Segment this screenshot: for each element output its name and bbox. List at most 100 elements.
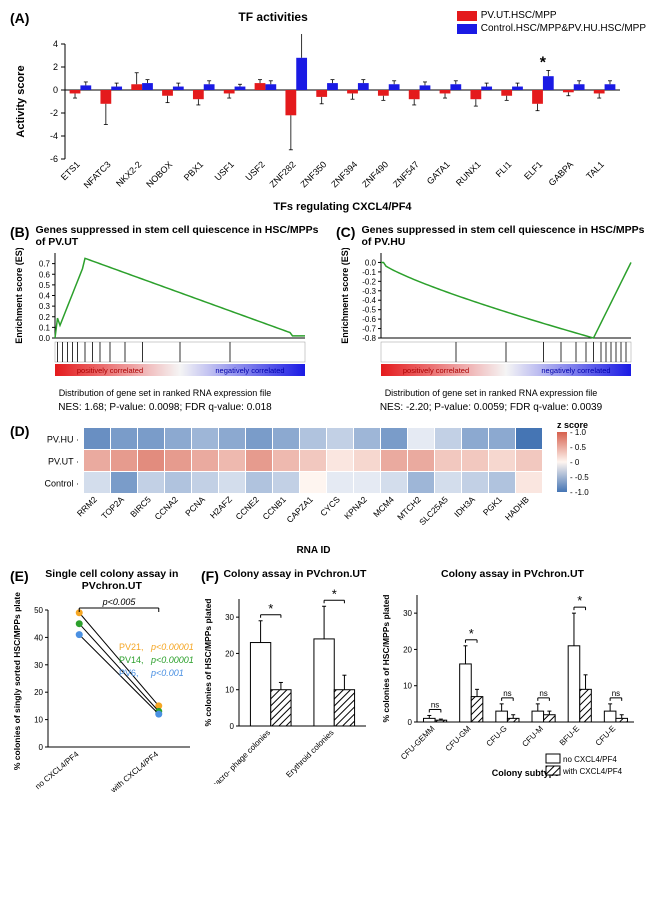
panel-e-label: (E) xyxy=(10,568,29,592)
svg-text:IDH3A: IDH3A xyxy=(453,494,478,519)
svg-text:TFs regulating CXCL4/PF4: TFs regulating CXCL4/PF4 xyxy=(273,201,412,213)
svg-text:USF2: USF2 xyxy=(243,159,266,182)
svg-text:RRM2: RRM2 xyxy=(75,494,99,518)
svg-text:% colonies of singly sorted HS: % colonies of singly sorted HSC/MPPs pla… xyxy=(12,592,22,770)
svg-text:ZNF547: ZNF547 xyxy=(391,159,421,189)
svg-text:0: 0 xyxy=(408,718,413,727)
svg-text:CCNE2: CCNE2 xyxy=(234,494,262,522)
svg-text:-0.3: -0.3 xyxy=(362,287,376,296)
panel-b-label: (B) xyxy=(10,224,29,248)
svg-text:ns: ns xyxy=(431,700,439,709)
panel-f1-title: Colony assay in PVchron.UT xyxy=(219,568,371,584)
svg-text:CYCS: CYCS xyxy=(319,494,343,518)
svg-text:TOP2A: TOP2A xyxy=(100,494,127,521)
panel-c-stats: NES: -2.20; P-value: 0.0059; FDR q-value… xyxy=(336,402,646,413)
svg-text:CCNA2: CCNA2 xyxy=(153,494,181,522)
panel-e-title: Single cell colony assay in PVchron.UT xyxy=(29,568,195,592)
svg-text:-0.4: -0.4 xyxy=(362,296,376,305)
gsea-plot-b: 0.00.10.20.30.40.50.60.7positively corre… xyxy=(10,248,310,388)
svg-text:CFU-G: CFU-G xyxy=(485,724,509,748)
svg-text:10: 10 xyxy=(403,682,412,691)
svg-text:-2: -2 xyxy=(50,108,58,118)
svg-text:-0.8: -0.8 xyxy=(362,334,376,343)
svg-text:-0.1: -0.1 xyxy=(362,268,376,277)
svg-text:20: 20 xyxy=(34,688,43,697)
svg-text:ELF1: ELF1 xyxy=(522,159,544,181)
svg-text:PV.HU ·: PV.HU · xyxy=(47,434,79,444)
panel-c-label: (C) xyxy=(336,224,355,248)
svg-text:p<0.00001: p<0.00001 xyxy=(150,655,194,665)
svg-text:USF1: USF1 xyxy=(213,159,236,182)
svg-text:BIRC5: BIRC5 xyxy=(129,494,154,519)
svg-text:- 1.0: - 1.0 xyxy=(570,428,587,437)
panel-a-title: TF activities xyxy=(89,10,456,24)
svg-text:40: 40 xyxy=(34,633,43,642)
legend-swatch-blue xyxy=(457,24,477,34)
svg-text:PV6,: PV6, xyxy=(119,668,139,678)
svg-text:10: 10 xyxy=(225,686,234,695)
svg-text:GATA1: GATA1 xyxy=(425,159,452,186)
panel-a-label: (A) xyxy=(10,10,29,26)
svg-text:20: 20 xyxy=(403,645,412,654)
panel-f-label: (F) xyxy=(201,568,219,584)
panel-c-title: Genes suppressed in stem cell quiescence… xyxy=(361,224,646,248)
svg-text:positively correlated: positively correlated xyxy=(77,366,143,375)
svg-text:*: * xyxy=(332,586,337,601)
svg-text:SLC25A5: SLC25A5 xyxy=(418,494,451,527)
panel-b-title: Genes suppressed in stem cell quiescence… xyxy=(35,224,320,248)
svg-text:*: * xyxy=(540,54,547,71)
svg-text:ETS1: ETS1 xyxy=(59,159,82,182)
tf-activities-chart: -6-4-2024ETS1NFATC3NKX2-2NOBOXPBX1USF1US… xyxy=(10,34,630,214)
svg-text:negatively correlated: negatively correlated xyxy=(541,366,610,375)
panel-c-dist-label: Distribution of gene set in ranked RNA e… xyxy=(336,388,646,398)
svg-text:- 0.5: - 0.5 xyxy=(570,443,587,452)
svg-text:Control ·: Control · xyxy=(45,478,80,488)
svg-text:PBX1: PBX1 xyxy=(182,159,205,182)
svg-text:no CXCL4/PF4: no CXCL4/PF4 xyxy=(34,749,81,791)
svg-text:CFU-GM: CFU-GM xyxy=(444,724,473,753)
svg-text:Enrichment score (ES): Enrichment score (ES) xyxy=(14,248,24,344)
svg-text:p<0.00001: p<0.00001 xyxy=(150,642,194,652)
svg-text:NFATC3: NFATC3 xyxy=(82,159,113,190)
svg-text:0.1: 0.1 xyxy=(39,323,51,332)
svg-text:50: 50 xyxy=(34,606,43,615)
svg-text:CAPZA1: CAPZA1 xyxy=(285,494,316,525)
svg-text:0.0: 0.0 xyxy=(365,258,377,267)
svg-text:ZNF394: ZNF394 xyxy=(329,159,359,189)
svg-text:30: 30 xyxy=(34,661,43,670)
svg-text:% colonies of HSC/MPPs plated: % colonies of HSC/MPPs plated xyxy=(381,595,391,723)
svg-text:PV.UT ·: PV.UT · xyxy=(48,456,79,466)
panel-f: (F) Colony assay in PVchron.UT 0102030*G… xyxy=(201,568,646,792)
svg-text:% colonies of HSC/MPPs plated: % colonies of HSC/MPPs plated xyxy=(203,599,213,727)
svg-text:KPNA2: KPNA2 xyxy=(343,494,370,521)
gsea-plot-c: -0.8-0.7-0.6-0.5-0.4-0.3-0.2-0.10.0posit… xyxy=(336,248,636,388)
svg-text:4: 4 xyxy=(53,39,58,49)
panel-b-stats: NES: 1.68; P-value: 0.0098; FDR q-value:… xyxy=(10,402,320,413)
svg-text:p<0.001: p<0.001 xyxy=(150,668,184,678)
svg-text:FLI1: FLI1 xyxy=(494,159,514,179)
svg-text:-0.6: -0.6 xyxy=(362,315,376,324)
svg-text:-0.2: -0.2 xyxy=(362,277,376,286)
svg-text:PGK1: PGK1 xyxy=(481,494,504,517)
svg-text:0.2: 0.2 xyxy=(39,313,51,322)
svg-text:p<0.005: p<0.005 xyxy=(102,597,137,607)
svg-text:2: 2 xyxy=(53,62,58,72)
single-cell-colony-chart: 01020304050p<0.005no CXCL4/PF4with CXCL4… xyxy=(10,592,195,792)
svg-text:HADHB: HADHB xyxy=(503,494,531,522)
svg-text:NKX2-2: NKX2-2 xyxy=(114,159,143,188)
legend-label-red: PV.UT.HSC/MPP xyxy=(481,10,557,21)
svg-text:0.7: 0.7 xyxy=(39,260,51,269)
svg-text:-0.7: -0.7 xyxy=(362,325,376,334)
panel-e: (E) Single cell colony assay in PVchron.… xyxy=(10,568,195,792)
svg-text:0: 0 xyxy=(230,722,235,731)
svg-text:20: 20 xyxy=(225,649,234,658)
svg-text:0.3: 0.3 xyxy=(39,302,51,311)
svg-text:0: 0 xyxy=(39,743,44,752)
svg-text:ns: ns xyxy=(539,689,547,698)
svg-text:0.5: 0.5 xyxy=(39,281,51,290)
svg-text:0: 0 xyxy=(53,85,58,95)
panel-b-dist-label: Distribution of gene set in ranked RNA e… xyxy=(10,388,320,398)
svg-text:-0.5: -0.5 xyxy=(362,306,376,315)
svg-text:ns: ns xyxy=(503,689,511,698)
svg-text:GABPA: GABPA xyxy=(547,159,576,188)
